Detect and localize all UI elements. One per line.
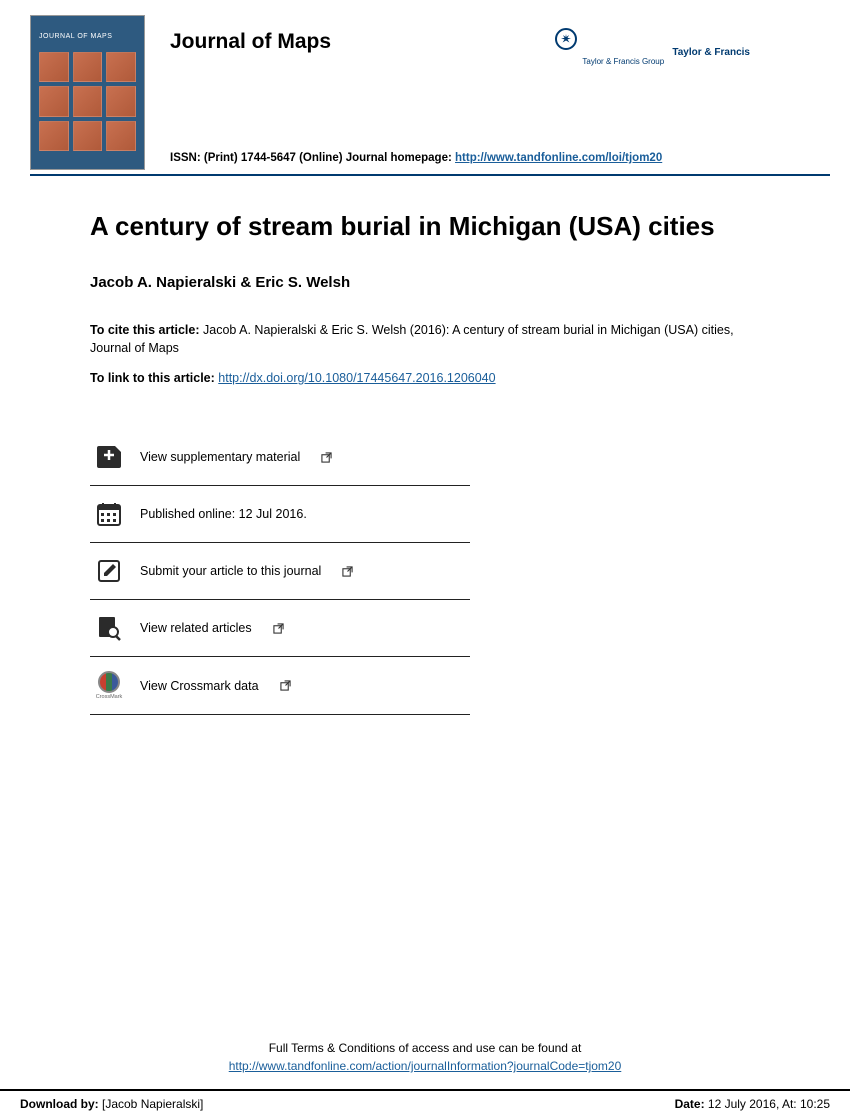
publisher-group: Taylor & Francis Group [582,58,830,67]
supplementary-icon [94,443,124,471]
external-icon [342,566,353,577]
submit-row[interactable]: Submit your article to this journal [90,543,470,600]
article-title: A century of stream burial in Michigan (… [90,211,770,242]
submit-icon [94,557,124,585]
download-bar: Download by: [Jacob Napieralski] Date: 1… [0,1089,850,1117]
journal-cover: JOURNAL OF MAPS [30,15,145,170]
cover-grid [37,50,138,153]
download-value: [Jacob Napieralski] [102,1097,203,1111]
external-icon [280,680,291,691]
cite-label: To cite this article: [90,323,203,337]
header: JOURNAL OF MAPS Journal of Maps ISSN: (P… [0,0,850,170]
external-icon [321,452,332,463]
doi-link[interactable]: http://dx.doi.org/10.1080/17445647.2016.… [218,371,495,385]
footer-terms: Full Terms & Conditions of access and us… [0,1039,850,1075]
related-label: View related articles [140,621,252,635]
supplementary-row[interactable]: View supplementary material [90,429,470,486]
article-authors: Jacob A. Napieralski & Eric S. Welsh [90,274,770,291]
published-row: Published online: 12 Jul 2016. [90,486,470,543]
crossmark-icon: CrossMark [94,671,124,700]
homepage-link[interactable]: http://www.tandfonline.com/loi/tjom20 [455,152,662,164]
issn-text: ISSN: (Print) 1744-5647 (Online) Journal… [170,152,455,164]
terms-link[interactable]: http://www.tandfonline.com/action/journa… [229,1059,622,1073]
action-list: View supplementary material Published on… [90,429,470,715]
publisher-logo: Taylor & Francis Taylor & Francis Group [555,12,830,67]
external-icon [273,623,284,634]
issn-line: ISSN: (Print) 1744-5647 (Online) Journal… [170,152,830,170]
supplementary-label: View supplementary material [140,450,300,464]
link-label: To link to this article: [90,371,218,385]
publisher-name: Taylor & Francis [582,12,830,58]
terms-line: Full Terms & Conditions of access and us… [0,1039,850,1057]
crossmark-text: View Crossmark data [140,679,259,693]
related-row[interactable]: View related articles [90,600,470,657]
download-label: Download by: [20,1097,102,1111]
main-content: A century of stream burial in Michigan (… [0,176,850,715]
date-label: Date: [675,1097,708,1111]
publisher-icon [555,28,577,50]
published-label: Published online: 12 Jul 2016. [140,507,307,521]
citation: To cite this article: Jacob A. Napierals… [90,321,770,357]
cover-title: JOURNAL OF MAPS [39,33,112,40]
article-link-line: To link to this article: http://dx.doi.o… [90,369,770,387]
date-value: 12 July 2016, At: 10:25 [708,1097,830,1111]
submit-label: Submit your article to this journal [140,564,321,578]
crossmark-row[interactable]: CrossMark View Crossmark data [90,657,470,715]
related-icon [94,614,124,642]
calendar-icon [94,500,124,528]
